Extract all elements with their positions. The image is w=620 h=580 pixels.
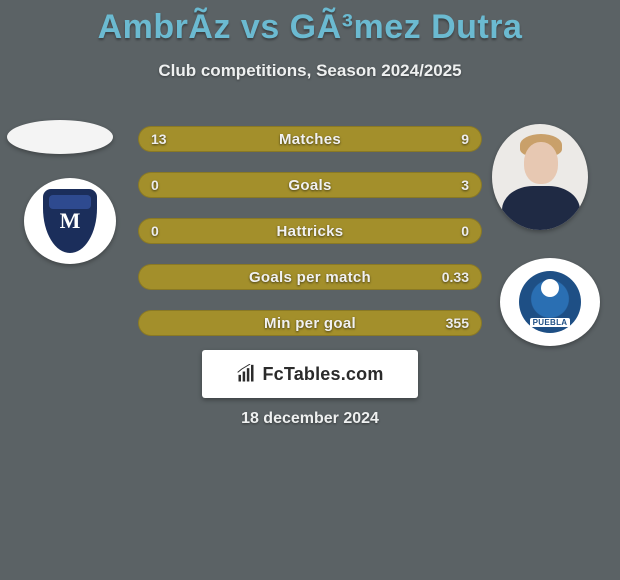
club-left-badge: M (24, 178, 116, 264)
stat-label: Hattricks (139, 219, 481, 243)
comparison-subtitle: Club competitions, Season 2024/2025 (0, 61, 620, 81)
comparison-date: 18 december 2024 (0, 410, 620, 428)
stat-row-goals-per-match: Goals per match 0.33 (138, 264, 482, 290)
branding-box: FcTables.com (202, 350, 418, 398)
club-right-badge: PUEBLA (500, 258, 600, 346)
player-left-avatar (7, 120, 113, 154)
stat-label: Goals (139, 173, 481, 197)
stat-label: Goals per match (139, 265, 481, 289)
stat-right-value: 0.33 (442, 265, 469, 289)
stat-right-value: 0 (461, 219, 469, 243)
stat-right-value: 355 (446, 311, 469, 335)
player-right-avatar (492, 124, 588, 230)
branding-text: FcTables.com (262, 364, 383, 385)
stat-label: Matches (139, 127, 481, 151)
stat-right-value: 9 (461, 127, 469, 151)
stat-row-matches: 13 Matches 9 (138, 126, 482, 152)
stat-row-hattricks: 0 Hattricks 0 (138, 218, 482, 244)
club-right-label: PUEBLA (530, 318, 571, 327)
stat-row-min-per-goal: Min per goal 355 (138, 310, 482, 336)
stat-right-value: 3 (461, 173, 469, 197)
club-left-letter: M (60, 208, 81, 234)
stat-row-goals: 0 Goals 3 (138, 172, 482, 198)
stat-label: Min per goal (139, 311, 481, 335)
bar-chart-icon (236, 364, 256, 384)
comparison-title: AmbrÃ­z vs GÃ³mez Dutra (0, 0, 620, 47)
stats-bars: 13 Matches 9 0 Goals 3 0 Hattricks 0 Goa… (138, 126, 482, 356)
